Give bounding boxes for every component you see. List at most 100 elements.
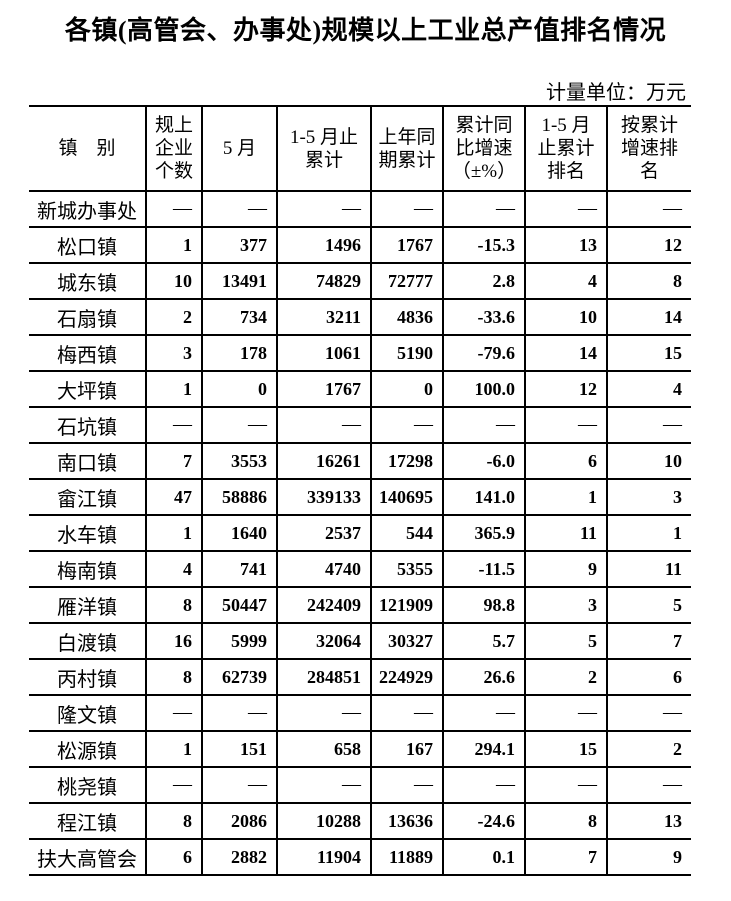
- cell-value: 377: [202, 227, 278, 264]
- cell-value: 14: [607, 299, 691, 336]
- cell-value: 12: [525, 371, 608, 408]
- cell-value: 4740: [277, 551, 372, 588]
- cell-value: 8: [607, 263, 691, 300]
- cell-value: 2537: [277, 515, 372, 552]
- col-header-enterprise-count: 规上 企业 个数: [146, 105, 203, 192]
- cell-town-name: 松口镇: [29, 227, 147, 264]
- cell-value: 121909: [371, 587, 444, 624]
- cell-value: 4836: [371, 299, 444, 336]
- cell-value: 13491: [202, 263, 278, 300]
- cell-value: —: [525, 695, 608, 732]
- cell-value: 224929: [371, 659, 444, 696]
- cell-value: —: [277, 695, 372, 732]
- cell-value: 16: [146, 623, 203, 660]
- cell-town-name: 隆文镇: [29, 695, 147, 732]
- cell-value: 151: [202, 731, 278, 768]
- cell-value: 5190: [371, 335, 444, 372]
- table-row: 隆文镇 — — — — — — —: [29, 695, 691, 732]
- cell-value: —: [146, 407, 203, 444]
- cell-value: 15: [525, 731, 608, 768]
- cell-value: 100.0: [443, 371, 526, 408]
- cell-value: 11904: [277, 839, 372, 876]
- cell-value: 8: [146, 659, 203, 696]
- cell-value: —: [525, 191, 608, 228]
- col-header-last-year: 上年同 期累计: [371, 105, 444, 192]
- header-row: 镇 别 规上 企业 个数 5 月 1-5 月止 累计 上年同 期累计 累计同 比…: [29, 105, 691, 192]
- cell-town-name: 扶大高管会: [29, 839, 147, 876]
- table-row: 石坑镇 — — — — — — —: [29, 407, 691, 444]
- cell-value: 1: [525, 479, 608, 516]
- cell-value: —: [277, 191, 372, 228]
- cell-value: —: [443, 695, 526, 732]
- cell-value: 7: [525, 839, 608, 876]
- cell-value: —: [443, 191, 526, 228]
- cell-value: —: [371, 191, 444, 228]
- cell-value: -6.0: [443, 443, 526, 480]
- cell-value: 339133: [277, 479, 372, 516]
- cell-value: 1: [607, 515, 691, 552]
- table-row: 石扇镇 2 734 3211 4836 -33.6 10 14: [29, 299, 691, 336]
- table-row: 程江镇 8 2086 10288 13636 -24.6 8 13: [29, 803, 691, 840]
- cell-value: 11: [525, 515, 608, 552]
- cell-value: 140695: [371, 479, 444, 516]
- cell-value: —: [443, 767, 526, 804]
- cell-value: 32064: [277, 623, 372, 660]
- cell-value: 16261: [277, 443, 372, 480]
- table-row: 丙村镇 8 62739 284851 224929 26.6 2 6: [29, 659, 691, 696]
- cell-value: 47: [146, 479, 203, 516]
- cell-town-name: 梅南镇: [29, 551, 147, 588]
- cell-value: —: [146, 767, 203, 804]
- col-header-cumulative-rank: 1-5 月 止累计 排名: [525, 105, 608, 192]
- cell-value: 3: [525, 587, 608, 624]
- table-row: 城东镇 10 13491 74829 72777 2.8 4 8: [29, 263, 691, 300]
- cell-town-name: 丙村镇: [29, 659, 147, 696]
- cell-value: 8: [146, 587, 203, 624]
- cell-town-name: 南口镇: [29, 443, 147, 480]
- cell-value: 1767: [371, 227, 444, 264]
- cell-value: 294.1: [443, 731, 526, 768]
- cell-value: 30327: [371, 623, 444, 660]
- cell-value: —: [371, 407, 444, 444]
- cell-value: 13636: [371, 803, 444, 840]
- table-row: 松口镇 1 377 1496 1767 -15.3 13 12: [29, 227, 691, 264]
- cell-value: 0: [371, 371, 444, 408]
- cell-value: 1640: [202, 515, 278, 552]
- cell-value: 2.8: [443, 263, 526, 300]
- cell-town-name: 大坪镇: [29, 371, 147, 408]
- cell-value: 98.8: [443, 587, 526, 624]
- cell-value: 178: [202, 335, 278, 372]
- cell-value: —: [607, 407, 691, 444]
- cell-value: —: [277, 407, 372, 444]
- cell-value: 8: [146, 803, 203, 840]
- cell-value: 11: [607, 551, 691, 588]
- cell-value: 2: [607, 731, 691, 768]
- table-row: 梅西镇 3 178 1061 5190 -79.6 14 15: [29, 335, 691, 372]
- table-row: 雁洋镇 8 50447 242409 121909 98.8 3 5: [29, 587, 691, 624]
- cell-town-name: 白渡镇: [29, 623, 147, 660]
- cell-value: 0: [202, 371, 278, 408]
- cell-town-name: 程江镇: [29, 803, 147, 840]
- cell-value: 26.6: [443, 659, 526, 696]
- cell-value: —: [277, 767, 372, 804]
- cell-value: 1: [146, 731, 203, 768]
- cell-value: 4: [146, 551, 203, 588]
- cell-value: 74829: [277, 263, 372, 300]
- col-header-growth-rank: 按累计 增速排 名: [607, 105, 691, 192]
- table-row: 白渡镇 16 5999 32064 30327 5.7 5 7: [29, 623, 691, 660]
- cell-town-name: 新城办事处: [29, 191, 147, 228]
- cell-value: 5.7: [443, 623, 526, 660]
- cell-value: 6: [146, 839, 203, 876]
- cell-value: 17298: [371, 443, 444, 480]
- cell-value: —: [371, 767, 444, 804]
- cell-value: 10: [607, 443, 691, 480]
- cell-value: -79.6: [443, 335, 526, 372]
- cell-town-name: 松源镇: [29, 731, 147, 768]
- cell-value: —: [146, 191, 203, 228]
- cell-value: 1: [146, 371, 203, 408]
- cell-value: 11889: [371, 839, 444, 876]
- cell-value: 1061: [277, 335, 372, 372]
- cell-town-name: 雁洋镇: [29, 587, 147, 624]
- cell-value: —: [146, 695, 203, 732]
- cell-value: 544: [371, 515, 444, 552]
- table-row: 南口镇 7 3553 16261 17298 -6.0 6 10: [29, 443, 691, 480]
